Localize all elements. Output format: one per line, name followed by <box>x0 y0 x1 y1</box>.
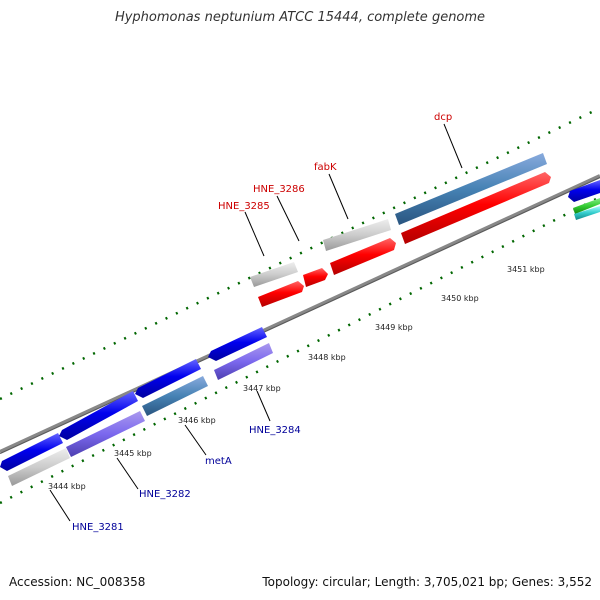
forward-gene-fabK[interactable] <box>323 219 396 275</box>
reverse-gene-HNE_3282[interactable] <box>59 391 145 457</box>
upper-tick-track <box>0 106 600 401</box>
kbp-label-3447: 3447 kbp <box>243 384 281 393</box>
forward-gene-HNE_3286[interactable] <box>303 268 328 287</box>
kbp-label-3450: 3450 kbp <box>441 294 479 303</box>
accession-text: Accession: NC_008358 <box>9 575 146 589</box>
kbp-label-3448: 3448 kbp <box>308 353 346 362</box>
kbp-label-3444: 3444 kbp <box>48 482 86 491</box>
label-HNE_3281: HNE_3281 <box>72 522 124 533</box>
label-HNE_3282: HNE_3282 <box>139 489 191 500</box>
forward-gene-labels: HNE_3285 HNE_3286 fabK dcp <box>218 112 463 257</box>
label-HNE_3286: HNE_3286 <box>253 184 305 195</box>
forward-gene-offscreen-right[interactable] <box>568 180 600 220</box>
map-title: Hyphomonas neptunium ATCC 15444, complet… <box>114 10 486 25</box>
label-fabK: fabK <box>314 162 337 173</box>
lower-tick-track <box>0 195 600 505</box>
label-HNE_3284: HNE_3284 <box>249 425 301 436</box>
kbp-label-3445: 3445 kbp <box>114 449 152 458</box>
label-dcp: dcp <box>434 112 452 123</box>
reverse-gene-HNE_3284[interactable] <box>208 327 273 380</box>
reverse-gene-metA[interactable] <box>135 359 208 416</box>
kbp-label-3451: 3451 kbp <box>507 265 545 274</box>
reverse-gene-labels: HNE_3281 HNE_3282 metA HNE_3284 <box>49 390 301 533</box>
kbp-label-3449: 3449 kbp <box>375 323 413 332</box>
kbp-label-3446: 3446 kbp <box>178 416 216 425</box>
reverse-gene-HNE_3281[interactable] <box>0 433 70 486</box>
kbp-tick-labels: 3444 kbp 3445 kbp 3446 kbp 3447 kbp 3448… <box>48 265 545 491</box>
genome-stats-text: Topology: circular; Length: 3,705,021 bp… <box>262 575 592 589</box>
backbone-line <box>0 174 600 454</box>
forward-gene-dcp[interactable] <box>395 153 551 244</box>
label-metA: metA <box>205 456 232 467</box>
forward-gene-HNE_3285[interactable] <box>250 262 304 307</box>
label-HNE_3285: HNE_3285 <box>218 201 270 212</box>
